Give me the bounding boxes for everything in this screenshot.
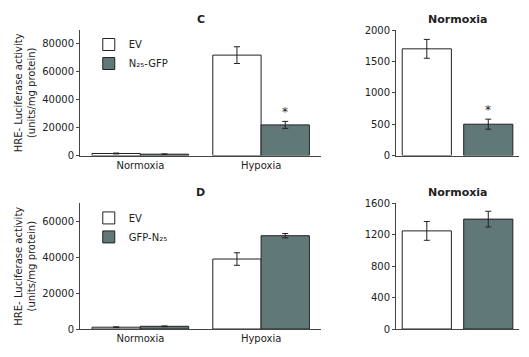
svg-text:60000: 60000 xyxy=(42,216,74,227)
svg-text:GFP-N₂₅: GFP-N₂₅ xyxy=(129,232,167,243)
svg-text:C: C xyxy=(197,13,205,26)
svg-text:HRE- Luciferase activity(units: HRE- Luciferase activity(units/mg protei… xyxy=(13,33,37,152)
svg-text:1200: 1200 xyxy=(365,229,390,240)
svg-text:0: 0 xyxy=(384,150,390,161)
svg-text:1600: 1600 xyxy=(365,198,390,209)
svg-text:0: 0 xyxy=(68,324,74,335)
svg-text:2000: 2000 xyxy=(365,25,390,36)
svg-text:0: 0 xyxy=(68,150,74,161)
svg-text:EV: EV xyxy=(129,39,142,50)
svg-text:Normoxia: Normoxia xyxy=(116,333,164,344)
svg-text:Normoxia: Normoxia xyxy=(428,13,488,26)
svg-text:60000: 60000 xyxy=(42,66,74,77)
svg-text:400: 400 xyxy=(371,292,390,303)
svg-text:500: 500 xyxy=(371,119,390,130)
svg-text:Normoxia: Normoxia xyxy=(428,186,488,199)
svg-text:Hypoxia: Hypoxia xyxy=(241,160,281,171)
svg-text:40000: 40000 xyxy=(42,252,74,263)
svg-text:40000: 40000 xyxy=(42,94,74,105)
svg-text:20000: 20000 xyxy=(42,122,74,133)
svg-text:Normoxia: Normoxia xyxy=(116,160,164,171)
svg-text:1000: 1000 xyxy=(365,87,390,98)
svg-text:800: 800 xyxy=(371,261,390,272)
svg-text:EV: EV xyxy=(129,213,142,224)
svg-text:80000: 80000 xyxy=(42,38,74,49)
svg-text:Hypoxia: Hypoxia xyxy=(241,333,281,344)
svg-text:HRE- Luciferase activity(units: HRE- Luciferase activity(units/mg protei… xyxy=(13,207,37,326)
svg-text:N₂₅-GFP: N₂₅-GFP xyxy=(129,58,168,69)
svg-text:1500: 1500 xyxy=(365,56,390,67)
svg-text:0: 0 xyxy=(384,324,390,335)
svg-text:20000: 20000 xyxy=(42,288,74,299)
svg-text:*: * xyxy=(282,105,288,119)
svg-text:*: * xyxy=(485,103,491,117)
svg-text:D: D xyxy=(196,186,205,199)
